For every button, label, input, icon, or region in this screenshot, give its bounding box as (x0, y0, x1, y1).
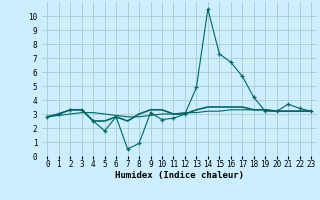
X-axis label: Humidex (Indice chaleur): Humidex (Indice chaleur) (115, 171, 244, 180)
